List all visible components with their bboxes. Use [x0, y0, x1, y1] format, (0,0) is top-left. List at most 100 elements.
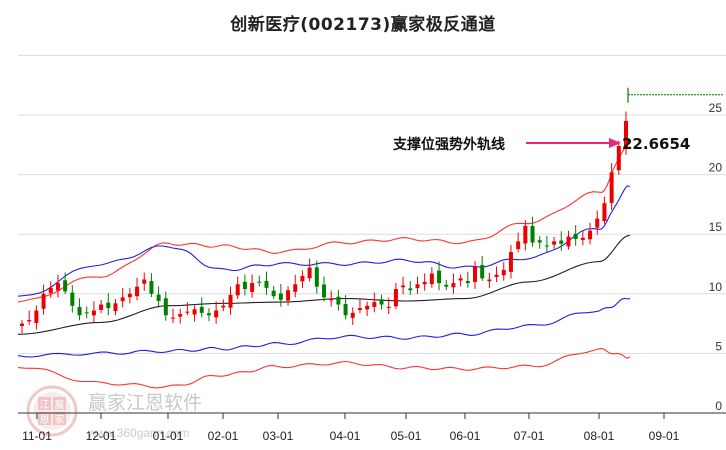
candle-body: [580, 237, 585, 240]
y-tick-label: 25: [709, 101, 723, 115]
candle-body: [142, 279, 147, 284]
watermark-brand: 赢家江恩软件: [88, 392, 202, 414]
gridlines: [18, 54, 726, 354]
candle-body: [271, 290, 276, 297]
y-tick-label: 5: [715, 339, 722, 353]
candle-body: [401, 285, 406, 288]
candle-body: [257, 281, 262, 283]
candle-body: [422, 281, 427, 285]
candle-body: [185, 311, 190, 313]
x-tick-label: 05-01: [391, 429, 422, 443]
candle-body: [372, 302, 377, 307]
x-tick-label: 11-01: [22, 429, 52, 443]
candle-body: [336, 296, 341, 305]
candle-body: [63, 280, 68, 292]
candle-body: [214, 310, 219, 318]
candle-body: [329, 298, 334, 301]
candle-body: [307, 267, 312, 279]
arrow-head-icon: [609, 138, 621, 148]
candle-body: [192, 309, 197, 315]
x-tick-label: 03-01: [263, 429, 294, 443]
candle-body: [206, 313, 211, 316]
candle-body: [20, 323, 24, 326]
candle-body: [322, 284, 326, 298]
candle-body: [480, 265, 485, 279]
candle-body: [135, 286, 140, 297]
candle-body: [41, 293, 46, 309]
candle-body: [386, 306, 391, 308]
watermark-url: www.360gann.com: [87, 426, 189, 440]
x-tick-label: 08-01: [584, 429, 615, 443]
candle-body: [523, 225, 528, 244]
candle-body: [120, 297, 125, 302]
svg-text:家: 家: [55, 413, 65, 426]
candle-body: [228, 294, 233, 308]
annotation: 支撑位强势外轨线 22.6654: [392, 135, 690, 153]
candle-body: [444, 284, 449, 287]
candle-body: [278, 293, 283, 300]
channel-bands: [17, 143, 631, 389]
candle-body: [559, 240, 564, 244]
candle-body: [609, 172, 614, 203]
x-tick-label: 06-01: [450, 429, 481, 443]
candle-body: [55, 283, 60, 291]
candle-body: [27, 320, 32, 322]
candle-body: [48, 287, 53, 294]
svg-text:江: 江: [40, 399, 50, 411]
band-line: [17, 143, 631, 303]
candle-body: [250, 283, 255, 292]
candle-body: [127, 293, 132, 298]
candle-body: [149, 281, 154, 294]
candle-body: [530, 226, 535, 243]
x-tick-label: 02-01: [208, 429, 239, 443]
y-tick-label: 20: [709, 161, 723, 175]
candle-body: [113, 303, 118, 312]
annotation-label: 支撑位强势外轨线: [392, 136, 505, 153]
candle-body: [91, 310, 96, 316]
candle-body: [286, 290, 291, 301]
candle-body: [624, 120, 628, 149]
band-line: [17, 297, 631, 358]
candle-body: [199, 306, 204, 313]
x-tick-label: 07-01: [514, 429, 545, 443]
candle-body: [242, 281, 247, 290]
candle-body: [77, 307, 82, 316]
candle-body: [552, 241, 557, 245]
watermark: 江 赢 恩 家 赢家江恩软件 www.360gann.com: [26, 385, 202, 440]
candle-body: [365, 305, 370, 310]
candle-body: [588, 230, 593, 240]
x-tick-label: 12-01: [86, 429, 117, 443]
svg-text:恩: 恩: [40, 414, 50, 426]
candle-body: [178, 314, 183, 317]
candle-body: [350, 312, 355, 318]
candle-body: [437, 270, 442, 284]
candle-body: [393, 289, 398, 307]
candle-body: [544, 245, 549, 247]
watermark-logo: 江 赢 恩 家: [26, 385, 78, 437]
candle-body: [487, 279, 492, 282]
x-tick-label: 04-01: [330, 429, 361, 443]
candle-body: [465, 281, 470, 284]
candle-body: [106, 302, 111, 309]
candle-body: [221, 305, 226, 308]
candle-body: [595, 218, 600, 228]
x-tick-label: 01-01: [153, 429, 184, 443]
candle-body: [508, 252, 513, 272]
candle-body: [566, 236, 571, 247]
candle-body: [616, 145, 621, 171]
candle-body: [408, 288, 413, 291]
candle-body: [163, 298, 168, 316]
candle-body: [99, 304, 104, 310]
chart-title: 创新医疗(002173)赢家极反通道: [230, 15, 496, 35]
y-tick-label: 10: [709, 280, 723, 294]
band-line: [17, 347, 631, 389]
candle-body: [34, 310, 39, 323]
candle-body: [84, 312, 89, 314]
candle-body: [171, 317, 175, 319]
candle-body: [602, 203, 607, 222]
candle-body: [516, 241, 521, 250]
axes: 0 5 10 15 20 25 11-01 12-01 01-01 02-01 03-01 04-01…: [18, 101, 726, 443]
candle-body: [264, 280, 269, 288]
candle-body: [494, 274, 499, 277]
